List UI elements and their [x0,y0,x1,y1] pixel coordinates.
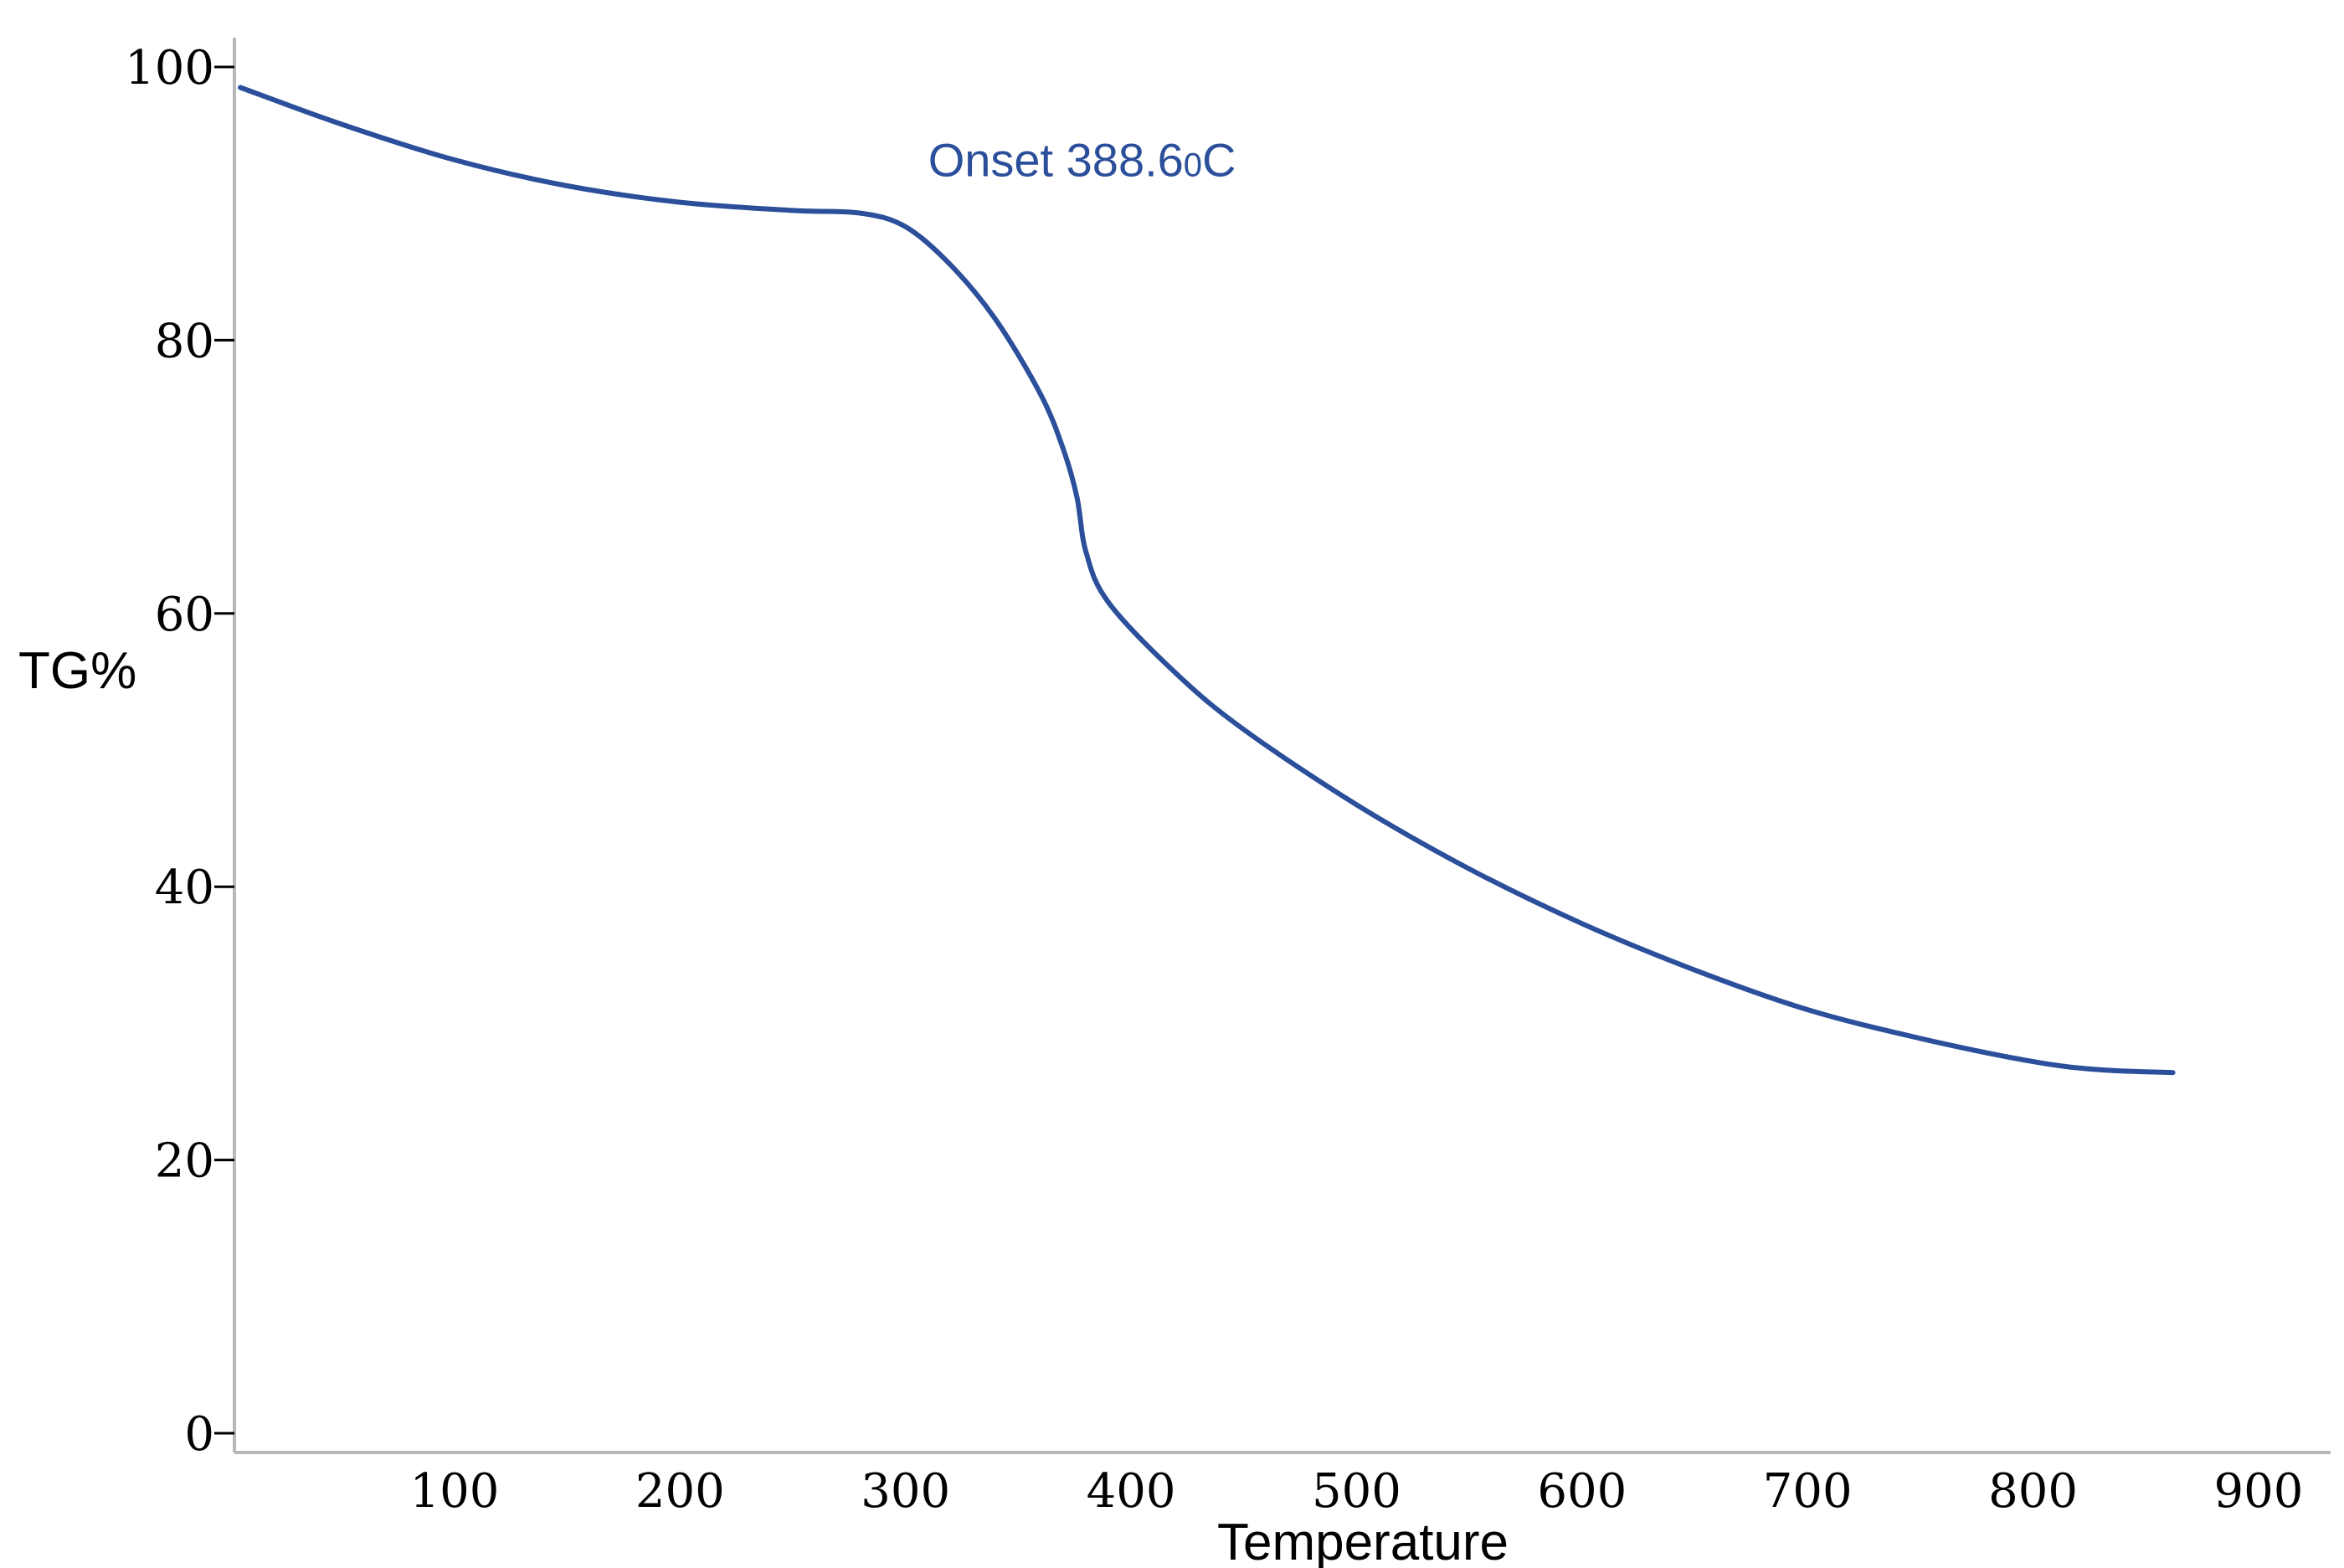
y-tick-label: 80 [155,314,214,368]
y-tick-label: 40 [155,861,214,915]
x-tick-label: 500 [1312,1464,1401,1519]
y-tick-label: 60 [155,588,214,642]
x-tick-label: 600 [1537,1464,1627,1519]
y-axis-label: TG% [18,642,136,700]
x-tick-group: 100 200 300 400 500 600 700 800 900 [410,1464,2304,1519]
annotation-degree: 0 [1184,147,1202,184]
onset-annotation: Onset 388.60C [928,134,1236,187]
y-tick-label: 20 [155,1134,214,1189]
tg-curve [238,85,2176,1076]
annotation-text: Onset 388.6 [928,134,1184,187]
x-tick-label: 800 [1988,1464,2078,1519]
x-axis-label: Temperature [1217,1514,1509,1568]
axes [233,38,2331,1454]
x-tick-label: 700 [1763,1464,1853,1519]
x-tick-label: 900 [2214,1464,2304,1519]
y-tick-group: 0 20 40 60 80 100 [125,41,234,1462]
x-tick-label: 100 [410,1464,500,1519]
annotation-unit: C [1202,134,1236,187]
x-tick-label: 400 [1087,1464,1176,1519]
y-tick-label: 0 [184,1407,214,1462]
y-tick-label: 100 [125,41,214,95]
x-tick-label: 200 [635,1464,725,1519]
x-tick-label: 300 [861,1464,950,1519]
